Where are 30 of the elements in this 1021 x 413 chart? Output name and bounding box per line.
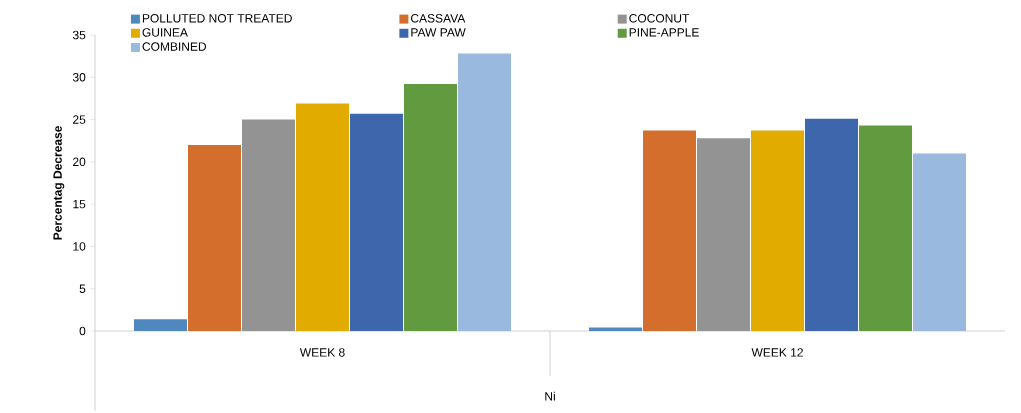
legend-label: COCONUT: [629, 14, 690, 23]
bar: [913, 153, 967, 331]
x-axis-title: Ni: [545, 391, 555, 401]
bar: [296, 103, 349, 331]
y-tick-label: 15: [73, 199, 86, 209]
y-tick-label: 10: [73, 242, 86, 251]
x-tick-label: WEEK 8: [299, 348, 345, 357]
bar: [188, 144, 241, 331]
x-tick-label: WEEK 12: [751, 348, 803, 357]
bar: [805, 118, 859, 331]
y-tick-label: 30: [72, 73, 86, 82]
y-tick-label: 0: [79, 326, 86, 336]
y-tick-label: 25: [73, 115, 86, 124]
bar: [859, 125, 913, 331]
y-axis-title: Percentag Decrease: [53, 126, 65, 240]
legend-label: COMBINED: [142, 42, 207, 51]
y-tick-label: 35: [72, 30, 86, 40]
legend-label: PINE-APPLE: [629, 28, 699, 37]
bar: [134, 319, 187, 331]
legend-label: GUINEA: [142, 28, 188, 37]
y-tick-label: 20: [73, 157, 86, 167]
bar: [350, 113, 403, 331]
legend-label: CASSAVA: [410, 14, 466, 23]
y-tick-label: 5: [79, 284, 86, 293]
legend-label: POLLUTED NOT TREATED: [142, 14, 292, 23]
bar: [751, 130, 805, 331]
bar: [458, 53, 511, 331]
bar: [643, 130, 697, 331]
legend-label: PAW PAW: [411, 28, 466, 37]
bar: [404, 84, 457, 331]
